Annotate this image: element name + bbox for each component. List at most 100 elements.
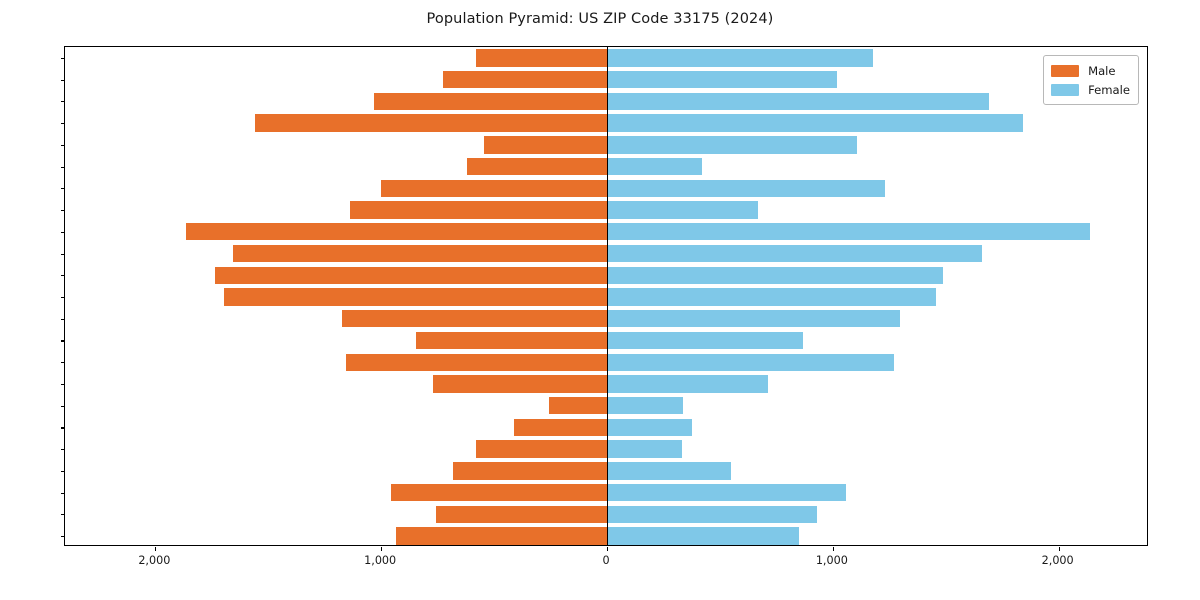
bar-row [65,505,1147,524]
bar-male[interactable] [341,310,607,328]
bar-female[interactable] [607,418,693,437]
bar-male[interactable] [374,92,607,111]
bar-male[interactable] [185,223,607,241]
bar-female[interactable] [607,49,874,67]
x-tick-mark [381,547,383,551]
y-tick-mark [61,231,65,233]
bar-female[interactable] [607,375,769,393]
x-tick-label: 2,000 [1041,554,1074,567]
bar-row [65,114,1147,132]
x-tick-mark [607,547,609,551]
bar-female[interactable] [607,440,682,458]
bar-row [65,136,1147,154]
bar-male[interactable] [452,462,607,480]
y-tick-mark [61,318,65,320]
bar-male[interactable] [215,266,607,284]
x-tick-label: 1,000 [815,554,848,567]
bar-male[interactable] [443,70,607,89]
bar-male[interactable] [433,375,607,393]
bar-female[interactable] [607,353,895,371]
y-tick-mark [61,188,65,190]
bar-male[interactable] [346,353,607,371]
bar-female[interactable] [607,266,944,284]
bar-row [65,527,1147,545]
bar-male[interactable] [349,201,607,219]
bar-row [65,353,1147,371]
bar-female[interactable] [607,397,684,415]
bar-female[interactable] [607,527,799,545]
bar-male[interactable] [466,157,607,176]
bar-row [65,288,1147,306]
bar-male[interactable] [549,397,607,415]
bar-female[interactable] [607,244,982,263]
y-tick-mark [61,470,65,472]
bar-male[interactable] [381,179,607,197]
bar-female[interactable] [607,288,936,306]
bar-male[interactable] [233,244,607,263]
bars-layer [65,47,1147,545]
x-tick-mark [1058,547,1060,551]
y-tick-mark [61,340,65,342]
bar-row [65,418,1147,437]
y-tick-mark [61,166,65,168]
legend-item-male[interactable]: Male [1051,61,1130,80]
bar-female[interactable] [607,223,1090,241]
bar-female[interactable] [607,70,838,89]
y-tick-mark [61,362,65,364]
bar-male[interactable] [395,527,607,545]
bar-row [65,92,1147,111]
y-tick-mark [61,57,65,59]
bar-female[interactable] [607,505,818,524]
y-tick-mark [61,405,65,407]
y-tick-mark [61,253,65,255]
bar-female[interactable] [607,114,1024,132]
bar-male[interactable] [416,331,607,350]
chart-legend: Male Female [1043,55,1139,105]
bar-male[interactable] [254,114,607,132]
bar-male[interactable] [436,505,607,524]
y-tick-mark [61,79,65,81]
bar-male[interactable] [224,288,607,306]
bar-row [65,201,1147,219]
bar-female[interactable] [607,331,804,350]
plot-area: Male Female [61,46,1148,551]
y-tick-mark [61,210,65,212]
x-tick-label: 1,000 [364,554,397,567]
y-tick-mark [61,536,65,538]
bar-female[interactable] [607,201,759,219]
zero-axis-line [607,47,609,545]
bar-female[interactable] [607,462,732,480]
bar-male[interactable] [391,483,607,502]
bar-row [65,462,1147,480]
legend-label-female: Female [1088,82,1130,97]
bar-row [65,483,1147,502]
x-tick-mark [832,547,834,551]
y-tick-mark [61,144,65,146]
y-tick-mark [61,449,65,451]
bar-male[interactable] [513,418,607,437]
bar-female[interactable] [607,136,857,154]
x-tick-label: 2,000 [138,554,171,567]
y-tick-mark [61,427,65,429]
bar-female[interactable] [607,157,702,176]
bar-row [65,310,1147,328]
legend-label-male: Male [1088,63,1116,78]
y-tick-mark [61,275,65,277]
y-tick-mark [61,123,65,125]
bar-row [65,179,1147,197]
bar-female[interactable] [607,310,900,328]
bar-male[interactable] [476,49,607,67]
bar-female[interactable] [607,179,885,197]
bar-male[interactable] [475,440,607,458]
bar-row [65,266,1147,284]
chart-title: Population Pyramid: US ZIP Code 33175 (2… [426,11,774,27]
bar-female[interactable] [607,483,846,502]
bar-row [65,440,1147,458]
bar-male[interactable] [483,136,607,154]
bar-female[interactable] [607,92,990,111]
y-tick-mark [61,101,65,103]
legend-item-female[interactable]: Female [1051,80,1130,99]
x-tick-mark [155,547,157,551]
bar-row [65,244,1147,263]
legend-swatch-female [1051,83,1080,96]
